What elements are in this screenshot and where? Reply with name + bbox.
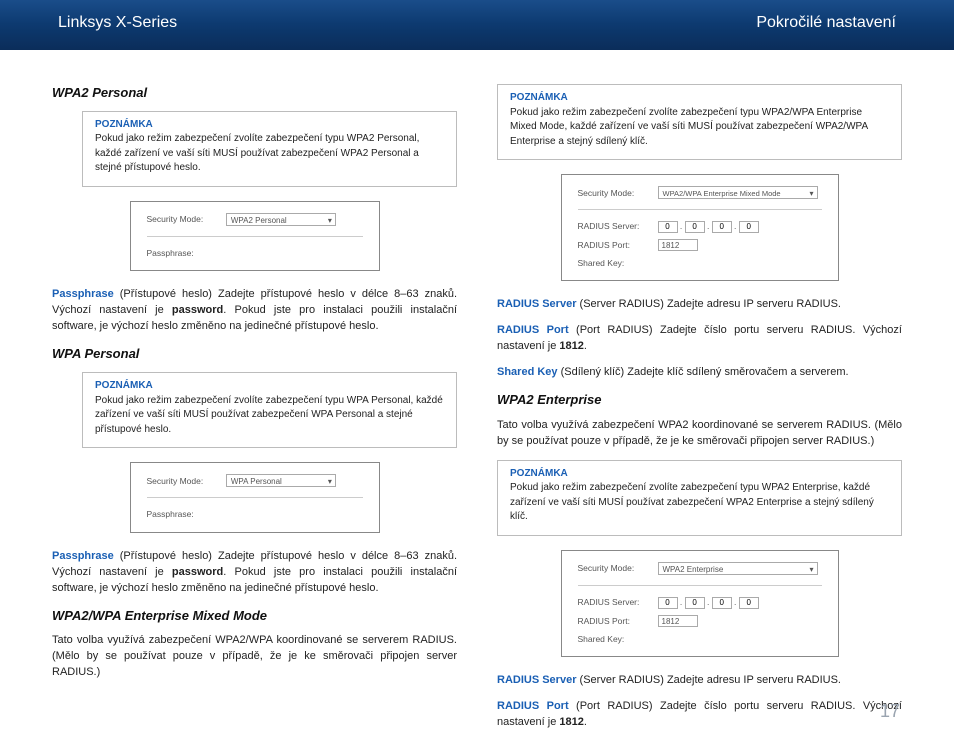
right-column: POZNÁMKA Pokud jako režim zabezpečení zv… [497,84,902,741]
mixed-p1: RADIUS Server (Server RADIUS) Zadejte ad… [497,297,902,313]
wpa2e-p1: RADIUS Server (Server RADIUS) Zadejte ad… [497,673,902,689]
wpa2e-p2: RADIUS Port (Port RADIUS) Zadejte číslo … [497,699,902,731]
term-passphrase-tr: (Přístupové heslo) [120,550,212,562]
config-wpap: Security Mode: WPA Personal Passphrase: [130,462,380,533]
label-sec-mode: Security Mode: [143,471,222,490]
radius-port-field[interactable]: 1812 [658,239,698,251]
select-sec-mode[interactable]: WPA Personal [226,474,336,487]
ip-3[interactable] [739,597,759,609]
page-number: 17 [880,701,900,722]
term-passphrase: Passphrase [52,550,114,562]
wpa2-ent-title: WPA2 Enterprise [497,391,902,410]
ip-1[interactable] [685,597,705,609]
select-sec-mode[interactable]: WPA2 Personal [226,213,336,226]
note-text: Pokud jako režim zabezpečení zvolíte zab… [510,106,889,150]
label-sec-mode: Security Mode: [574,183,654,202]
select-sec-mode[interactable]: WPA2/WPA Enterprise Mixed Mode [658,186,818,199]
note-text: Pokud jako režim zabezpečení zvolíte zab… [95,394,444,438]
note-text: Pokud jako režim zabezpečení zvolíte zab… [510,481,889,525]
note-label: POZNÁMKA [95,118,444,133]
note-text: Pokud jako režim zabezpečení zvolíte zab… [95,132,444,176]
config-wpa2e: Security Mode: WPA2 Enterprise RADIUS Se… [561,550,839,657]
term-passphrase-tr: (Přístupové heslo) [120,288,212,300]
label-passphrase: Passphrase: [143,244,222,262]
content-columns: WPA2 Personal POZNÁMKA Pokud jako režim … [0,50,954,741]
note-box-mixed: POZNÁMKA Pokud jako režim zabezpečení zv… [497,84,902,160]
label-radius-port: RADIUS Port: [574,236,654,254]
mixed-title: WPA2/WPA Enterprise Mixed Mode [52,607,457,626]
label-sec-mode: Security Mode: [574,559,654,578]
radius-ip: . . . [654,593,826,612]
wpa2-ent-intro: Tato volba využívá zabezpečení WPA2 koor… [497,418,902,450]
note-label: POZNÁMKA [95,379,444,394]
label-radius-server: RADIUS Server: [574,593,654,612]
note-box-wpa2p: POZNÁMKA Pokud jako režim zabezpečení zv… [82,111,457,187]
label-passphrase: Passphrase: [143,505,222,523]
radius-port-field[interactable]: 1812 [658,615,698,627]
wpa2-personal-title: WPA2 Personal [52,84,457,103]
config-mixed: Security Mode: WPA2/WPA Enterprise Mixed… [561,174,839,281]
wpa2p-para: Passphrase (Přístupové heslo) Zadejte př… [52,287,457,335]
wpa-personal-title: WPA Personal [52,345,457,364]
ip-3[interactable] [739,221,759,233]
ip-0[interactable] [658,597,678,609]
note-label: POZNÁMKA [510,91,889,106]
config-wpa2p: Security Mode: WPA2 Personal Passphrase: [130,201,380,272]
ip-2[interactable] [712,597,732,609]
label-radius-port: RADIUS Port: [574,612,654,630]
label-shared-key: Shared Key: [574,254,654,272]
mixed-p2: RADIUS Port (Port RADIUS) Zadejte číslo … [497,323,902,355]
radius-ip: . . . [654,217,826,236]
header-left: Linksys X-Series [58,14,177,32]
select-sec-mode[interactable]: WPA2 Enterprise [658,562,818,575]
label-radius-server: RADIUS Server: [574,217,654,236]
note-box-wpap: POZNÁMKA Pokud jako režim zabezpečení zv… [82,372,457,448]
label-shared-key: Shared Key: [574,630,654,648]
note-label: POZNÁMKA [510,467,889,482]
page-header: Linksys X-Series Pokročilé nastavení [0,0,954,50]
term-passphrase: Passphrase [52,288,114,300]
note-box-wpa2e: POZNÁMKA Pokud jako režim zabezpečení zv… [497,460,902,536]
label-sec-mode: Security Mode: [143,210,222,229]
ip-2[interactable] [712,221,732,233]
header-right: Pokročilé nastavení [756,14,896,32]
ip-1[interactable] [685,221,705,233]
wpap-para: Passphrase (Přístupové heslo) Zadejte př… [52,549,457,597]
mixed-intro: Tato volba využívá zabezpečení WPA2/WPA … [52,633,457,681]
mixed-p3: Shared Key (Sdílený klíč) Zadejte klíč s… [497,365,902,381]
left-column: WPA2 Personal POZNÁMKA Pokud jako režim … [52,84,457,741]
ip-0[interactable] [658,221,678,233]
